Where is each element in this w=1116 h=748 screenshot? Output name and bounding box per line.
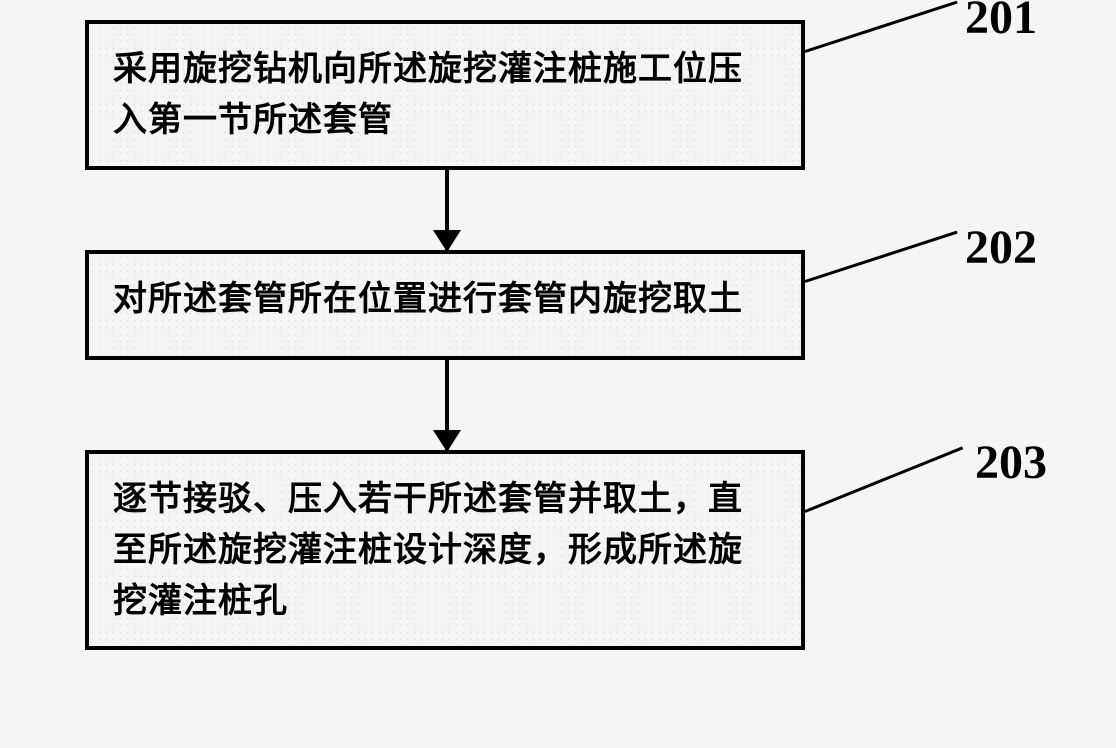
step-text-203: 逐节接驳、压入若干所述套管并取土，直至所述旋挖灌注桩设计深度，形成所述旋挖灌注桩… [113,474,777,627]
arrow-head-icon [433,230,461,252]
flowchart-container: 采用旋挖钻机向所述旋挖灌注桩施工位压入第一节所述套管 201 对所述套管所在位置… [85,20,1035,650]
step-label-202: 202 [965,220,1037,275]
step-text-202: 对所述套管所在位置进行套管内旋挖取土 [113,274,777,325]
step-label-201: 201 [965,0,1037,45]
leader-line-201 [805,1,958,53]
arrow-connector-2 [445,360,449,450]
arrow-head-icon [433,430,461,452]
step-label-203: 203 [975,435,1047,490]
arrow-connector-1 [445,170,449,250]
step-box-201: 采用旋挖钻机向所述旋挖灌注桩施工位压入第一节所述套管 [85,20,805,170]
leader-line-202 [805,231,958,283]
leader-line-203 [804,446,963,512]
step-text-201: 采用旋挖钻机向所述旋挖灌注桩施工位压入第一节所述套管 [113,44,777,146]
step-box-203: 逐节接驳、压入若干所述套管并取土，直至所述旋挖灌注桩设计深度，形成所述旋挖灌注桩… [85,450,805,650]
step-box-202: 对所述套管所在位置进行套管内旋挖取土 [85,250,805,360]
